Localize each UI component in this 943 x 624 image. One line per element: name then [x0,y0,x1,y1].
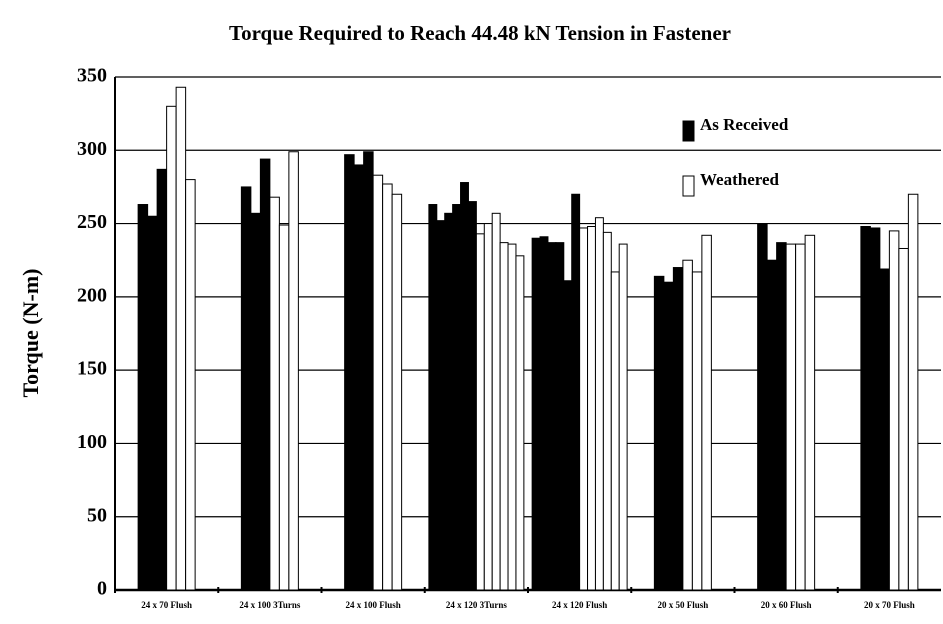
x-tick-label: 20 x 60 Flush [761,600,812,610]
x-tick-label: 20 x 50 Flush [657,600,708,610]
bar [539,236,549,591]
y-tick-label: 250 [77,211,107,233]
bar [571,193,581,591]
bar [137,204,149,591]
y-tick-label: 350 [77,65,107,87]
y-tick-label: 50 [87,504,107,526]
bar [452,204,462,591]
bar [618,243,628,591]
y-tick-label: 100 [77,431,107,453]
bar [483,223,493,591]
bar [507,243,517,591]
bar [372,174,384,591]
bar [602,231,612,591]
bar [907,193,919,591]
bar [888,230,900,591]
bar [757,223,768,591]
bar [691,271,703,591]
bar [682,259,693,591]
bar [166,105,177,591]
y-tick-label: 300 [77,138,107,160]
bar [269,196,280,591]
bar [491,212,501,591]
bar [259,158,271,591]
bar [594,217,604,591]
bar [175,86,187,591]
bar [460,182,469,591]
bar [278,224,290,591]
bar [444,212,454,591]
y-tick-label: 0 [97,578,107,600]
bar [475,233,485,591]
legend-swatch [682,175,695,197]
bar [672,267,684,591]
bar [804,234,816,591]
bar [344,154,355,591]
bar [579,227,589,591]
x-tick-label: 24 x 120 Flush [552,600,607,610]
bar [795,243,806,591]
bar [879,268,890,591]
bar [467,201,477,591]
y-tick-label: 150 [77,358,107,380]
bar [185,179,196,591]
bar [869,227,881,591]
bar [653,275,665,591]
legend-swatch [682,120,695,142]
x-tick-label: 24 x 100 3Turns [239,600,300,610]
bar [563,280,573,591]
bar [515,255,525,591]
bar [156,168,168,591]
bar [531,237,541,591]
bar [776,242,787,591]
bar [250,212,261,591]
bar [785,243,797,591]
y-tick-label: 200 [77,284,107,306]
bar [547,242,557,591]
bar [766,259,778,591]
bar [353,164,365,591]
y-axis-label: Torque (N-m) [18,269,43,398]
x-tick-label: 24 x 120 3Turns [446,600,507,610]
bar [610,271,620,591]
bar [240,186,252,591]
bar [428,204,438,591]
chart-title: Torque Required to Reach 44.48 kN Tensio… [229,21,731,45]
bar [382,183,393,591]
x-tick-label: 24 x 70 Flush [141,600,192,610]
bar [555,242,565,591]
bar [898,247,909,591]
bar [860,226,871,591]
bar [391,193,403,591]
bar [663,281,674,591]
bar [499,242,509,591]
bar [436,220,446,591]
bar [363,151,374,591]
x-tick-label: 20 x 70 Flush [864,600,915,610]
bar [587,226,596,591]
x-tick-label: 24 x 100 Flush [345,600,400,610]
bar [147,215,158,591]
bar [288,151,299,591]
legend-label: As Received [700,115,789,134]
bar [701,234,712,591]
legend-label: Weathered [700,170,780,189]
